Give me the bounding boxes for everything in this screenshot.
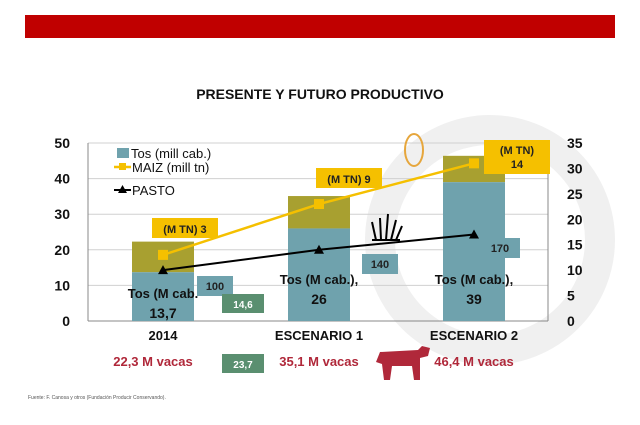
bar-label: Tos (M cab.), <box>280 272 358 287</box>
right-tick-label: 15 <box>567 237 583 253</box>
bar-value-label: 26 <box>311 291 327 307</box>
maiz-point <box>314 199 324 210</box>
right-tick-label: 5 <box>567 288 575 304</box>
bar-value-label: 13,7 <box>149 305 176 321</box>
maiz-label-box <box>316 168 382 188</box>
right-tick-label: 35 <box>567 135 583 151</box>
maiz-point <box>469 158 479 169</box>
bar-label: Tos (M cab.), <box>435 272 513 287</box>
pasto-label: 170 <box>491 243 509 255</box>
bar-label: Tos (M cab. <box>128 286 199 301</box>
extra-label-box <box>222 354 264 373</box>
left-tick-label: 30 <box>54 206 70 222</box>
left-tick-label: 20 <box>54 242 70 258</box>
legend-label: MAIZ (mill tn) <box>132 160 209 175</box>
maiz-label: (M TN) 3 <box>163 224 206 236</box>
corn-icon <box>404 133 424 167</box>
bar-value-label: 39 <box>466 291 482 307</box>
pasto-point <box>469 229 479 239</box>
pasto-point <box>314 244 324 254</box>
maiz-label-box <box>152 218 218 238</box>
pasto-point <box>158 265 168 275</box>
legend-label: PASTO <box>132 183 175 198</box>
vacas-label: 22,3 M vacas <box>113 354 193 369</box>
extra-label: 23,7 <box>233 360 253 371</box>
maiz-label-box <box>484 140 550 174</box>
pasto-label: 100 <box>206 281 224 293</box>
category-label: ESCENARIO 1 <box>275 328 363 343</box>
cow-icon <box>376 346 430 380</box>
legend-swatch-tos <box>117 148 129 158</box>
header-bar <box>25 15 615 38</box>
extra-label-box <box>222 294 264 313</box>
maiz-label: 14 <box>511 159 524 171</box>
right-tick-label: 30 <box>567 160 583 176</box>
source-note: Fuente: F. Canosa y otros (Fundación Pro… <box>28 395 166 401</box>
vacas-label: 46,4 M vacas <box>434 354 514 369</box>
pasto-label-box <box>362 254 398 274</box>
maiz-point <box>158 249 168 260</box>
left-tick-label: 0 <box>62 313 70 329</box>
right-tick-label: 0 <box>567 313 575 329</box>
category-label: 2014 <box>149 328 179 343</box>
grass-icon <box>371 213 403 241</box>
maiz-label: (M TN) 9 <box>327 174 370 186</box>
bar-tos <box>132 272 194 321</box>
right-tick-label: 20 <box>567 211 583 227</box>
legend-label: Tos (mill cab.) <box>131 146 211 161</box>
legend-marker <box>119 163 126 170</box>
chart-title: PRESENTE Y FUTURO PRODUCTIVO <box>196 86 444 102</box>
left-tick-label: 10 <box>54 277 70 293</box>
pasto-label: 140 <box>371 259 389 271</box>
pasto-label-box <box>480 238 520 258</box>
left-tick-label: 40 <box>54 171 70 187</box>
category-label: ESCENARIO 2 <box>430 328 518 343</box>
right-tick-label: 10 <box>567 262 583 278</box>
bar-tos <box>288 228 350 321</box>
vacas-label: 35,1 M vacas <box>279 354 359 369</box>
pasto-label-box <box>197 276 233 296</box>
left-tick-label: 50 <box>54 135 70 151</box>
legend-marker <box>118 185 127 193</box>
right-tick-label: 25 <box>567 186 583 202</box>
maiz-label: (M TN) <box>500 145 535 157</box>
extra-label: 14,6 <box>233 300 253 311</box>
